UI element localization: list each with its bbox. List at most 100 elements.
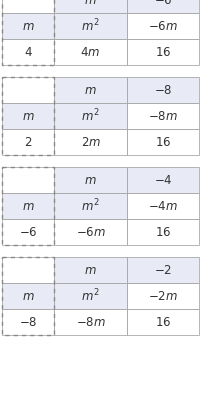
Bar (54, 129, 126, 155)
Bar (126, 283, 198, 309)
Bar (2, 193, 54, 219)
Bar (2, 13, 54, 39)
Bar (54, 309, 126, 335)
Bar (54, 13, 126, 39)
Text: $-6$: $-6$ (19, 226, 37, 239)
Bar (2, 283, 54, 309)
Bar (2, 219, 54, 245)
Text: $2m$: $2m$ (80, 136, 100, 149)
Bar (2, 309, 54, 335)
Text: $4m$: $4m$ (80, 45, 100, 58)
Bar (2, 77, 54, 103)
Bar (126, 309, 198, 335)
Text: $-8$: $-8$ (153, 83, 171, 96)
Bar (2, 193, 54, 219)
Text: $16$: $16$ (154, 45, 170, 58)
Text: $-2m$: $-2m$ (147, 290, 177, 303)
Text: $16$: $16$ (154, 315, 170, 328)
Bar (54, 193, 126, 219)
Bar (54, 77, 126, 103)
Text: $m$: $m$ (84, 173, 96, 186)
Bar (54, 77, 126, 103)
Bar (54, 309, 126, 335)
Text: $-8m$: $-8m$ (147, 109, 177, 122)
Text: $m^2$: $m^2$ (81, 18, 99, 34)
Bar (2, 257, 54, 283)
Text: $-6m$: $-6m$ (75, 226, 105, 239)
Text: $m$: $m$ (22, 109, 34, 122)
Bar (2, 103, 54, 129)
Bar (54, 13, 126, 39)
Bar (54, 103, 126, 129)
Text: $m$: $m$ (22, 200, 34, 213)
Bar (126, 0, 198, 13)
Bar (54, 219, 126, 245)
Bar (126, 129, 198, 155)
Bar (126, 167, 198, 193)
Bar (54, 283, 126, 309)
Text: $16$: $16$ (154, 226, 170, 239)
Bar (2, 77, 54, 155)
Text: $-4m$: $-4m$ (147, 200, 177, 213)
Bar (54, 39, 126, 65)
Bar (54, 103, 126, 129)
Bar (2, 77, 54, 103)
Bar (126, 129, 198, 155)
Bar (54, 167, 126, 193)
Text: $m$: $m$ (84, 264, 96, 277)
Bar (54, 257, 126, 283)
Bar (54, 39, 126, 65)
Bar (54, 257, 126, 283)
Bar (2, 0, 54, 13)
Bar (2, 167, 54, 193)
Bar (54, 167, 126, 193)
Text: $-8$: $-8$ (19, 315, 37, 328)
Bar (2, 257, 54, 283)
Bar (126, 103, 198, 129)
Text: $2$: $2$ (24, 136, 32, 149)
Bar (126, 13, 198, 39)
Bar (2, 129, 54, 155)
Text: $-6m$: $-6m$ (147, 19, 177, 32)
Text: $-8m$: $-8m$ (75, 315, 105, 328)
Bar (54, 219, 126, 245)
Bar (126, 103, 198, 129)
Text: $-4$: $-4$ (153, 173, 171, 186)
Text: $m$: $m$ (84, 83, 96, 96)
Text: $16$: $16$ (154, 136, 170, 149)
Bar (2, 39, 54, 65)
Bar (126, 193, 198, 219)
Bar (126, 309, 198, 335)
Bar (126, 13, 198, 39)
Bar (2, 167, 54, 193)
Text: $m$: $m$ (22, 290, 34, 303)
Bar (126, 39, 198, 65)
Bar (126, 219, 198, 245)
Text: $m$: $m$ (84, 0, 96, 6)
Bar (126, 283, 198, 309)
Text: $m^2$: $m^2$ (81, 198, 99, 214)
Bar (126, 39, 198, 65)
Bar (2, 0, 54, 65)
Bar (2, 0, 54, 13)
Bar (2, 103, 54, 129)
Text: $m$: $m$ (22, 19, 34, 32)
Bar (54, 0, 126, 13)
Bar (126, 257, 198, 283)
Text: $-2$: $-2$ (153, 264, 171, 277)
Text: $m^2$: $m^2$ (81, 288, 99, 304)
Bar (54, 193, 126, 219)
Bar (54, 0, 126, 13)
Bar (126, 167, 198, 193)
Bar (2, 167, 54, 245)
Bar (2, 283, 54, 309)
Bar (2, 129, 54, 155)
Bar (2, 257, 54, 335)
Bar (126, 219, 198, 245)
Bar (2, 219, 54, 245)
Bar (126, 257, 198, 283)
Bar (126, 77, 198, 103)
Bar (126, 193, 198, 219)
Bar (54, 129, 126, 155)
Bar (2, 13, 54, 39)
